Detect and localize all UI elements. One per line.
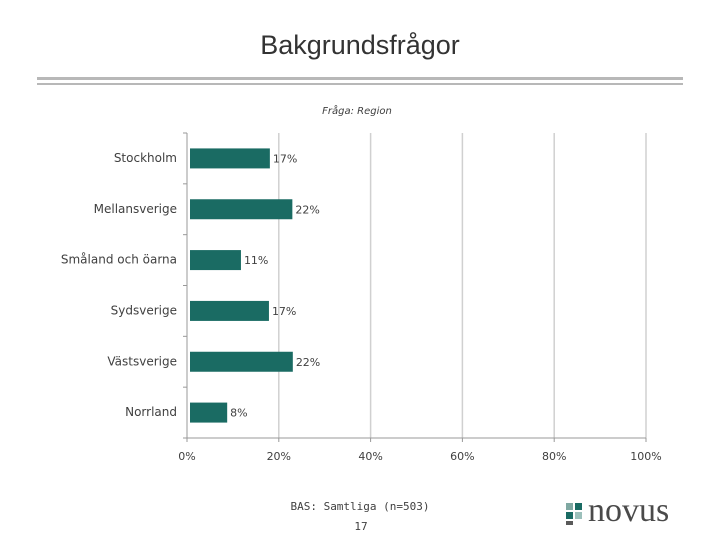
logo: novus	[566, 492, 669, 529]
value-label: 17%	[272, 305, 296, 318]
value-label: 22%	[295, 203, 319, 216]
y-tick-label: Stockholm	[114, 151, 177, 165]
x-tick-label: 100%	[630, 450, 661, 463]
logo-square	[566, 521, 573, 525]
bar	[190, 199, 293, 220]
y-tick-label: Västsverige	[107, 354, 177, 368]
x-tick-label: 20%	[267, 450, 291, 463]
value-label: 22%	[296, 356, 320, 369]
page-number: 17	[354, 520, 367, 533]
title-rule	[37, 77, 683, 80]
x-tick-label: 60%	[450, 450, 474, 463]
x-tick-label: 80%	[542, 450, 566, 463]
logo-square	[566, 512, 573, 519]
bar	[190, 402, 228, 423]
bar	[190, 250, 241, 271]
y-tick-label: Mellansverige	[94, 202, 177, 216]
y-tick-label: Norrland	[125, 405, 177, 419]
x-tick-label: 40%	[358, 450, 382, 463]
logo-square	[566, 503, 573, 510]
logo-square	[575, 512, 582, 519]
bar	[190, 148, 270, 169]
bar	[190, 300, 269, 321]
base-note: BAS: Samtliga (n=503)	[290, 500, 429, 513]
value-label: 8%	[230, 407, 247, 420]
value-label: 17%	[273, 152, 297, 165]
logo-text: novus	[588, 492, 669, 529]
x-tick-label: 0%	[178, 450, 195, 463]
logo-square	[575, 503, 582, 510]
bar	[190, 351, 293, 372]
y-tick-label: Sydsverige	[111, 303, 177, 317]
title-rule	[37, 83, 683, 85]
page-title: Bakgrundsfrågor	[260, 30, 460, 60]
chart-subtitle: Fråga: Region	[322, 104, 392, 117]
y-tick-label: Småland och öarna	[61, 253, 177, 267]
value-label: 11%	[244, 254, 268, 267]
